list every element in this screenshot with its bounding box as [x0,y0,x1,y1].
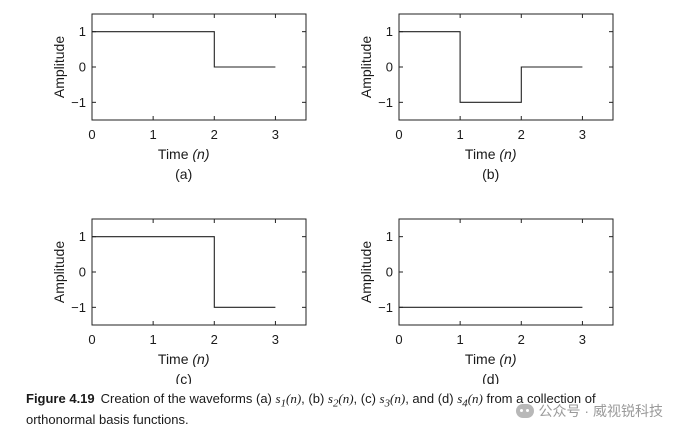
chart-panel-d: 0 1 2 3 1 0 −1 Amplitude Time (n) (d) [358,218,614,384]
y-tick-label: 1 [79,24,86,39]
chart-panel-b: 0 1 2 3 1 0 −1 Amplitude Time (n) (b) [358,13,614,182]
caption-text: , (c) [353,391,380,406]
y-tick-label: 1 [386,229,393,244]
panel-label: (a) [175,166,192,182]
y-axis-label: Amplitude [358,36,374,98]
x-axis-label: Time (n) [158,351,210,367]
x-tick-label: 1 [457,332,464,347]
caption-math-s3: s3(n) [379,391,406,410]
caption-text: , (b) [301,391,328,406]
wechat-icon [515,404,534,418]
figure-panels: 0 1 2 3 1 0 −1 Amplitude Time (n) (a) 0 1 2 3 1 0 −1 Ampl… [51,13,614,384]
caption-math-s2: s2(n) [327,391,354,410]
chart-panel-a: 0 1 2 3 1 0 −1 Amplitude Time (n) (a) [51,13,307,182]
caption-text: , and (d) [405,391,458,406]
x-tick-label: 1 [457,127,464,142]
y-tick-label: 0 [79,265,86,280]
y-tick-label: 1 [79,229,86,244]
y-tick-label: 1 [386,24,393,39]
x-tick-label: 3 [272,127,279,142]
y-tick-label: −1 [378,95,393,110]
caption-text: Creation of the waveforms (a) [100,391,276,406]
x-tick-label: 1 [150,127,157,142]
y-tick-label: 0 [386,265,393,280]
waveform-line [92,31,276,68]
watermark: 公众号 · 威视锐科技 [515,401,663,421]
panel-label: (c) [176,371,192,384]
x-tick-label: 2 [211,332,218,347]
x-tick-label: 0 [88,127,95,142]
watermark-text: 公众号 · 威视锐科技 [538,403,663,419]
x-tick-label: 0 [88,332,95,347]
waveform-line [92,236,276,308]
x-tick-label: 2 [518,332,525,347]
x-axis-label: Time (n) [158,146,210,162]
y-tick-label: −1 [71,300,86,315]
figure-number: Figure 4.19 [26,391,95,406]
waveform-line [399,31,583,103]
y-axis-label: Amplitude [358,241,374,303]
x-tick-label: 2 [211,127,218,142]
caption-math-s4: s4(n) [457,391,483,410]
caption-math-s1: s1(n) [275,391,302,410]
panel-label: (b) [482,166,499,182]
x-tick-label: 3 [579,332,586,347]
x-tick-label: 2 [518,127,525,142]
y-axis-label: Amplitude [51,241,67,303]
y-tick-label: −1 [378,300,393,315]
figure-caption: Figure 4.19 Creation of the waveforms (a)… [26,391,656,428]
x-axis-label: Time (n) [465,146,517,162]
x-tick-label: 0 [395,127,402,142]
caption-text: from a collection of orthonormal basis f… [26,391,596,427]
x-tick-label: 1 [150,332,157,347]
chart-panel-c: 0 1 2 3 1 0 −1 Amplitude Time (n) (c) [51,218,307,384]
x-axis-label: Time (n) [465,351,517,367]
x-tick-label: 0 [395,332,402,347]
plot-frame [398,218,614,326]
plot-frame [91,218,307,326]
y-tick-label: 0 [386,60,393,75]
x-tick-label: 3 [272,332,279,347]
y-tick-label: −1 [71,95,86,110]
y-axis-label: Amplitude [51,36,67,98]
x-tick-label: 3 [579,127,586,142]
panel-label: (d) [482,371,499,384]
y-tick-label: 0 [79,60,86,75]
